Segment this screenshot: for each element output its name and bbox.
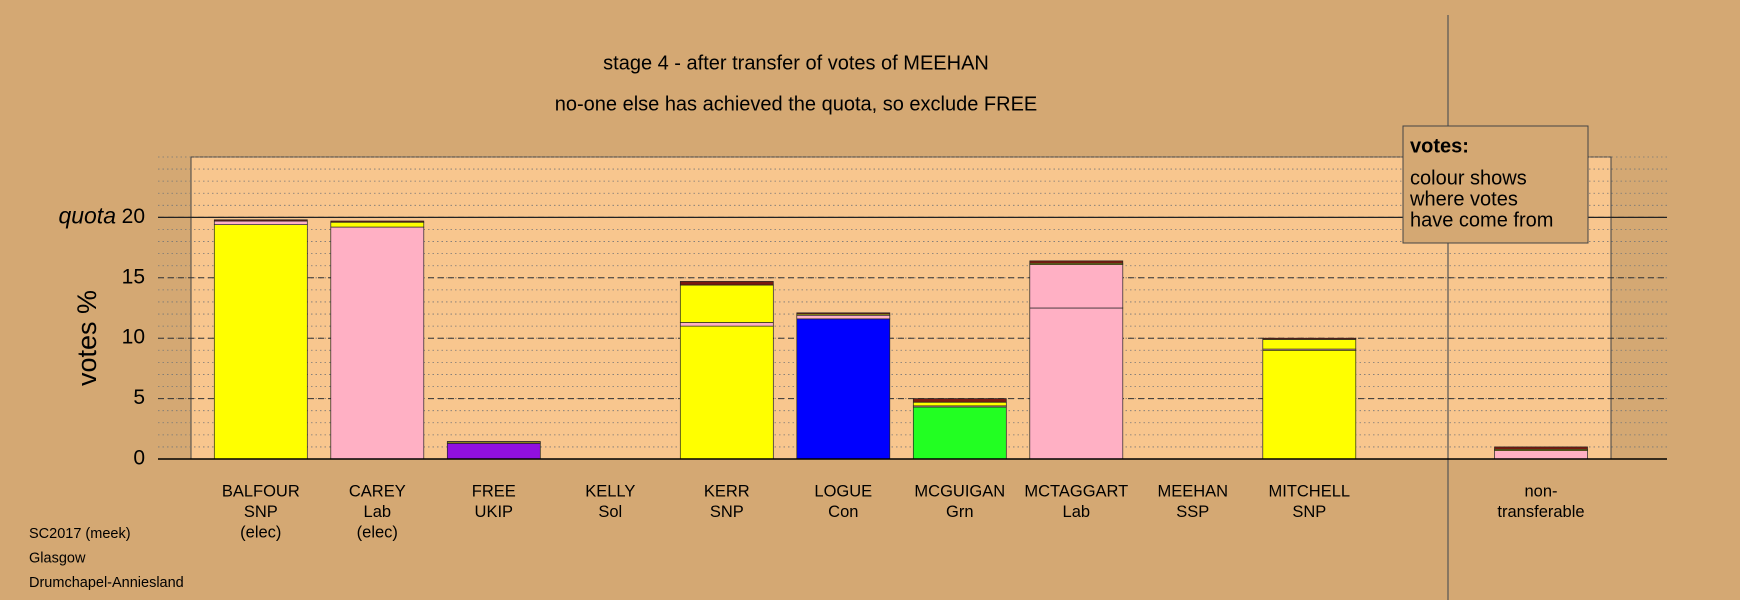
x-tick-label: MEEHAN [1158,482,1229,500]
x-tick-label: non- [1524,482,1557,500]
bar-segment [330,220,425,223]
bar-segment [213,224,308,460]
x-tick-label: FREE [472,482,516,500]
x-tick-label: SSP [1176,503,1209,521]
x-tick-label: Grn [946,503,974,521]
bar-segment [679,325,774,460]
bar-segment [1494,450,1588,460]
x-tick-label: MCGUIGAN [914,482,1005,500]
x-tick-label: (elec) [357,523,398,541]
legend-box [1402,125,1589,244]
bar-segment [446,442,541,460]
bar-segment [679,281,774,286]
x-tick-label: SNP [244,503,278,521]
bar-segment [446,441,541,443]
x-tick-label: SNP [710,503,744,521]
x-tick-label: Sol [598,503,622,521]
bar-segment [213,220,308,225]
bar-segment [213,219,308,222]
y-tick-label: 10 [122,326,145,349]
legend-text: colour shows [1410,167,1527,189]
quota-label: quota [58,202,116,228]
y-tick-label: 0 [133,447,145,470]
bar-segment [1262,349,1357,460]
x-tick-label: KELLY [585,482,635,500]
bar-segment [912,398,1007,403]
x-tick-label: LOGUE [814,482,872,500]
bar-segment [1029,260,1124,264]
x-tick-label: KERR [704,482,750,500]
legend-title: votes: [1410,135,1469,157]
x-tick-label: MITCHELL [1268,482,1350,500]
bar-segment [679,284,774,323]
bar-segment [679,322,774,327]
y-axis-label: votes % [72,290,102,386]
bar-segment [796,314,891,320]
x-tick-label: (elec) [240,523,281,541]
plot-area [190,156,1612,460]
bar-segment [330,221,425,228]
x-tick-label: Con [828,503,858,521]
legend-text: where votes [1409,188,1518,210]
x-tick-label: CAREY [349,482,406,500]
footer-text: Glasgow [29,550,86,566]
bar-segment [1029,307,1124,460]
x-tick-label: UKIP [475,503,514,521]
x-tick-label: SNP [1292,503,1326,521]
bar-segment [796,312,891,315]
y-tick-label: 20 [122,205,145,228]
bar-segment [796,318,891,460]
y-tick-label: 15 [122,265,145,288]
chart-title: stage 4 - after transfer of votes of MEE… [603,52,989,74]
x-tick-label: transferable [1497,503,1584,521]
bar-segment [1262,339,1357,350]
x-tick-label: MCTAGGART [1024,482,1128,500]
x-tick-label: Lab [364,503,392,521]
y-tick-label: 5 [133,386,145,409]
chart-subtitle: no-one else has achieved the quota, so e… [555,93,1038,115]
footer-text: Drumchapel-Anniesland [29,575,184,591]
bar-segment [330,226,425,460]
bar-segment [1262,337,1357,340]
legend-text: have come from [1410,209,1553,231]
bar-segment [912,401,1007,407]
x-tick-label: Lab [1063,503,1091,521]
bar-segment [912,406,1007,460]
bar-segment [1494,446,1588,450]
bar-segment [1029,264,1124,309]
footer-text: SC2017 (meek) [29,526,131,542]
x-tick-label: BALFOUR [222,482,300,500]
